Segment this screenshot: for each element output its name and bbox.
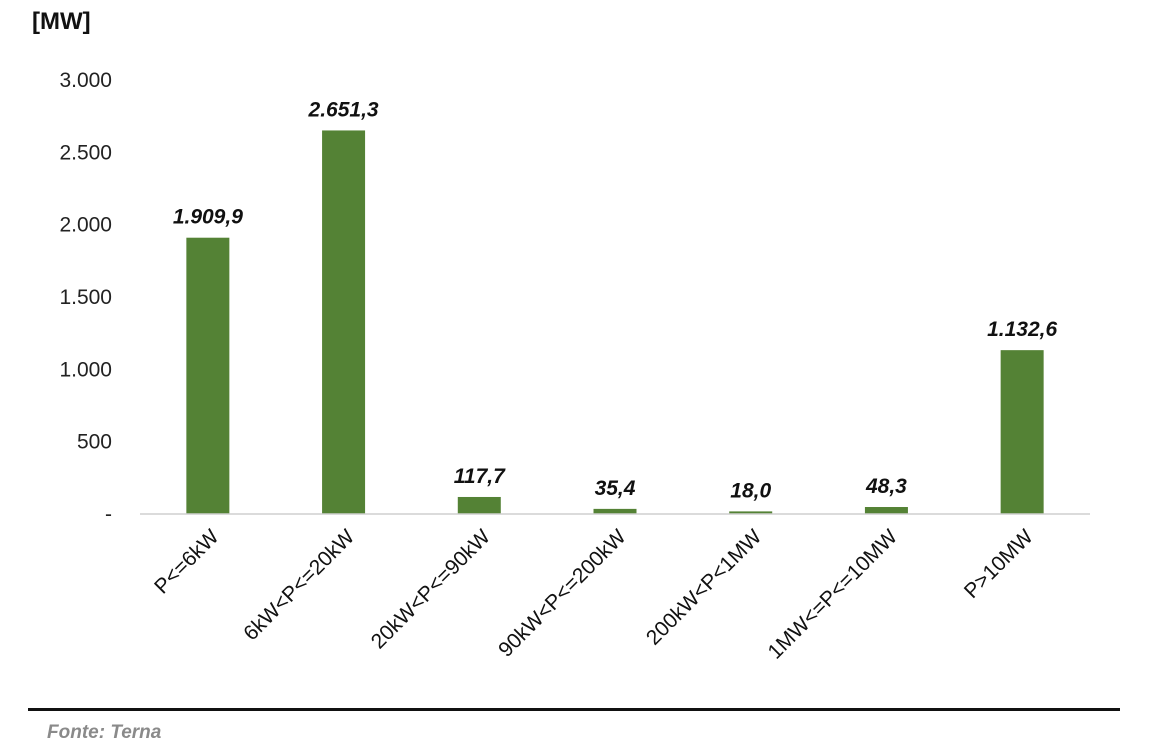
y-axis-unit-label: [MW] (32, 8, 91, 35)
y-tick-label: 3.000 (59, 69, 112, 92)
data-label: 48,3 (865, 475, 907, 498)
y-tick-label: 500 (77, 431, 112, 454)
data-label: 2.651,3 (308, 98, 379, 121)
bar (864, 507, 908, 514)
y-tick-label: 1.500 (59, 286, 112, 309)
source-divider (28, 708, 1120, 711)
data-label: 35,4 (595, 477, 636, 500)
x-tick-label: 6kW<P<=20kW (239, 525, 359, 645)
x-tick-label: 200kW<P<1MW (642, 525, 766, 649)
bar (186, 237, 230, 515)
source-note: Fonte: Terna (47, 722, 162, 743)
bar (322, 130, 366, 515)
bar (1000, 350, 1044, 514)
x-tick-label: 1MW<=P<=10MW (764, 525, 903, 664)
x-tick-label: P>10MW (960, 525, 1038, 603)
y-tick-label: 1.000 (59, 358, 112, 381)
x-tick-label: P<=6kW (150, 525, 223, 598)
data-label: 1.132,6 (987, 318, 1057, 341)
bar (593, 508, 637, 514)
x-tick-label: 20kW<P<=90kW (367, 525, 495, 653)
y-tick-label: - (105, 503, 112, 526)
bar (729, 511, 773, 514)
data-label: 1.909,9 (173, 206, 243, 229)
data-label: 18,0 (730, 479, 771, 502)
bar-chart: - 500 1.000 1.500 2.000 2.500 3.000 1.909,9 P<=6… (59, 69, 1090, 664)
bar (457, 496, 501, 514)
y-tick-label: 2.500 (59, 141, 112, 164)
x-tick-label: 90kW<P<=200kW (494, 525, 630, 661)
data-label: 117,7 (454, 465, 506, 488)
y-tick-label: 2.000 (59, 214, 112, 237)
